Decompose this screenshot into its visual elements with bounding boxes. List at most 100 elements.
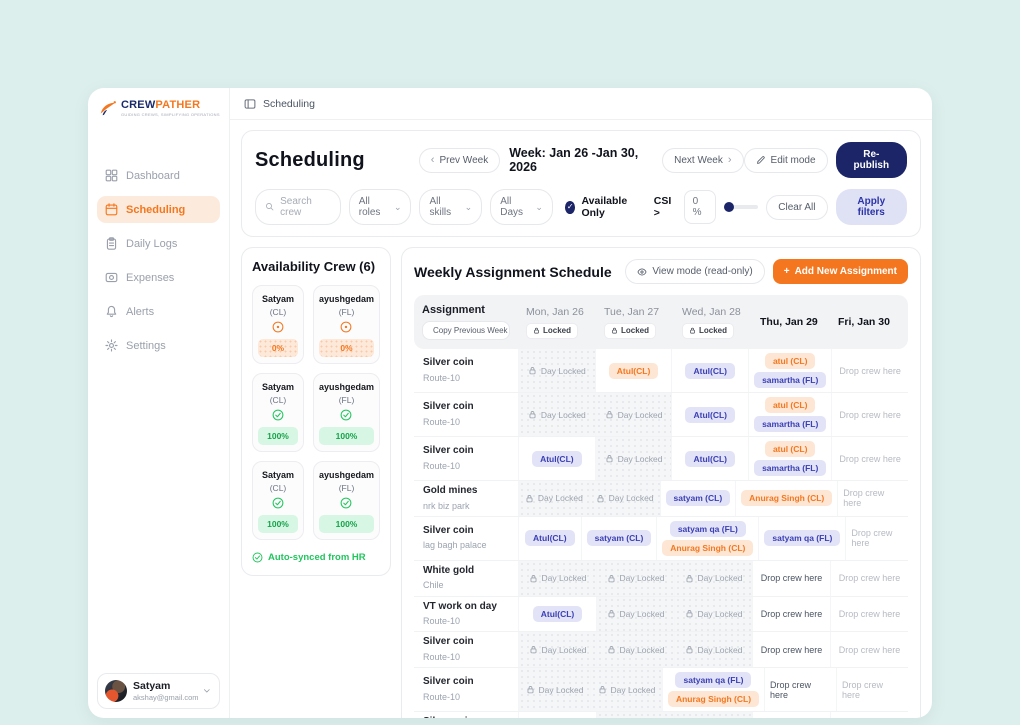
sidebar-item-alerts[interactable]: Alerts	[97, 298, 220, 325]
crew-chip[interactable]: Anurag Singh (CL)	[662, 539, 754, 556]
user-profile-card[interactable]: Satyam akshay@gmail.com	[97, 672, 220, 709]
drop-zone-cell[interactable]: Drop crew here	[837, 481, 908, 516]
crew-role: (FL)	[338, 395, 355, 405]
day-locked-label: Day Locked	[528, 410, 586, 420]
add-new-assignment-button[interactable]: + Add New Assignment	[772, 259, 908, 284]
grid-icon	[105, 169, 118, 182]
sidebar-item-dashboard[interactable]: Dashboard	[97, 162, 220, 189]
breadcrumb: Scheduling	[230, 88, 932, 120]
pending-dot-icon	[272, 321, 284, 333]
day-locked-label: Day Locked	[525, 493, 583, 503]
drop-zone-cell[interactable]: Drop crew here	[830, 596, 908, 632]
assignment-name-cell: Silver coin Route-10	[414, 632, 518, 667]
crew-availability-card[interactable]: ayushgedam (FL) 100%	[312, 373, 380, 452]
prev-week-button[interactable]: ‹ Prev Week	[418, 147, 501, 173]
day-locked-label: Day Locked	[605, 410, 662, 420]
edit-mode-button[interactable]: Edit mode	[743, 147, 828, 173]
drop-zone-label: Drop crew here	[838, 644, 901, 655]
drop-zone-cell[interactable]: Drop crew here	[752, 712, 830, 718]
crew-availability-card[interactable]: ayushgedam (FL) 100%	[312, 461, 380, 540]
available-only-checkbox[interactable]: ✓ Available Only	[564, 195, 640, 219]
crew-chip[interactable]: atul (CL)	[764, 441, 816, 457]
days-select-value: All Days	[500, 196, 524, 218]
drop-zone-cell[interactable]: Drop crew here	[764, 668, 836, 711]
crew-chip[interactable]: Atul(CL)	[525, 530, 575, 547]
day-locked-label: Day Locked	[526, 685, 583, 695]
day-locked-cell: Day Locked	[674, 560, 752, 596]
crew-availability-card[interactable]: ayushgedam (FL) 0%	[312, 285, 380, 364]
assignment-location: lag bagh palace	[423, 540, 487, 551]
schedule-body: Silver coin Route-10 Day Locked Atul(CL) Atu…	[414, 349, 908, 718]
check-circle-icon	[272, 497, 284, 509]
day-locked-cell: Day Locked	[518, 560, 596, 596]
crew-name: ayushgedam	[318, 382, 374, 392]
copy-previous-week-button[interactable]: Copy Previous Week	[422, 321, 510, 340]
days-select[interactable]: All Days ⌄	[490, 189, 553, 225]
sidebar-item-expenses[interactable]: Expenses	[97, 264, 220, 291]
crew-chip[interactable]: satyam qa (FL)	[764, 530, 841, 547]
drop-zone-cell[interactable]: Drop crew here	[831, 393, 908, 436]
drop-zone-cell[interactable]: Drop crew here	[845, 516, 908, 560]
search-input[interactable]: Search crew	[255, 189, 341, 225]
sidebar-item-label: Expenses	[126, 271, 175, 284]
next-week-button[interactable]: Next Week ›	[662, 147, 744, 173]
day-column-header: Tue, Jan 27 Locked	[596, 302, 674, 342]
locked-badge: Locked	[604, 322, 657, 339]
crew-assignment-cell: Atul(CL)	[518, 516, 581, 560]
drop-zone-cell[interactable]: Drop crew here	[831, 437, 908, 480]
sidebar-item-scheduling[interactable]: Scheduling	[97, 196, 220, 223]
drop-zone-cell[interactable]: Drop crew here	[830, 560, 908, 596]
drop-zone-cell[interactable]: Drop crew here	[831, 349, 908, 392]
crew-chip[interactable]: Atul(CL)	[685, 362, 735, 379]
roles-select[interactable]: All roles ⌄	[348, 189, 412, 225]
crew-chip[interactable]: Atul(CL)	[685, 450, 735, 467]
crew-chip[interactable]: samartha (FL)	[754, 416, 827, 432]
sidebar-item-daily-logs[interactable]: Daily Logs	[97, 230, 220, 257]
crew-chip[interactable]: satyam qa (FL)	[669, 520, 746, 537]
drop-zone-cell[interactable]: Drop crew here	[752, 632, 830, 667]
csi-slider[interactable]	[723, 202, 759, 212]
crew-chip[interactable]: satyam qa (FL)	[675, 672, 752, 688]
crew-chip[interactable]: satyam (CL)	[586, 530, 652, 547]
assignment-name: VT work on day	[423, 600, 497, 612]
crew-chip[interactable]: Atul(CL)	[685, 406, 735, 423]
crew-chip[interactable]: Atul(CL)	[532, 605, 583, 622]
skills-select[interactable]: All skills ⌄	[419, 189, 483, 225]
view-mode-button[interactable]: View mode (read-only)	[625, 259, 765, 284]
crew-chip[interactable]: atul (CL)	[764, 397, 816, 413]
crew-availability-card[interactable]: Satyam (CL) 0%	[252, 285, 304, 364]
crew-role: (CL)	[269, 483, 287, 493]
drop-zone-cell[interactable]: Drop crew here	[752, 596, 830, 632]
clear-all-button[interactable]: Clear All	[766, 194, 828, 220]
slider-thumb[interactable]	[723, 202, 734, 212]
crew-assignment-cell: atul (CL) samartha (FL)	[748, 437, 831, 480]
panel-icon[interactable]	[244, 98, 256, 110]
crew-assignment-cell: Atul(CL)	[671, 437, 748, 480]
drop-zone-cell[interactable]: Drop crew here	[830, 632, 908, 667]
drop-zone-cell[interactable]: Drop crew here	[836, 668, 908, 711]
day-locked-cell: Day Locked	[588, 481, 660, 516]
drop-zone-label: Drop crew here	[843, 488, 885, 509]
csi-value-input[interactable]: 0 %	[683, 190, 716, 224]
crew-chip[interactable]: Atul(CL)	[532, 450, 582, 467]
drop-zone-cell[interactable]: Drop crew here	[752, 560, 830, 596]
crew-chip[interactable]: satyam (CL)	[665, 490, 731, 507]
crew-availability-card[interactable]: Satyam (CL) 100%	[252, 461, 304, 540]
assignment-row: White gold Chile Day Locked Day Locked Day L…	[414, 560, 908, 597]
crew-chip[interactable]: atul (CL)	[764, 353, 816, 369]
crew-chip[interactable]: samartha (FL)	[754, 372, 827, 388]
assignment-name-cell: Gold mines nrk biz park	[414, 481, 518, 516]
crew-chip[interactable]: Anurag Singh (CL)	[667, 691, 760, 707]
crew-chip[interactable]: samartha (FL)	[754, 460, 827, 476]
skills-select-value: All skills	[429, 196, 452, 218]
crew-role: (CL)	[269, 307, 287, 317]
assignment-name: White gold	[423, 564, 475, 576]
crew-chip[interactable]: Anurag Singh (CL)	[741, 490, 833, 507]
crew-chip[interactable]: Atul(CL)	[608, 362, 659, 379]
sidebar-item-settings[interactable]: Settings	[97, 332, 220, 359]
republish-button[interactable]: Re-publish	[835, 142, 907, 178]
drop-zone-cell[interactable]: Drop crew here	[830, 712, 908, 718]
breadcrumb-label: Scheduling	[263, 97, 315, 110]
apply-filters-button[interactable]: Apply filters	[835, 189, 907, 225]
crew-availability-card[interactable]: Satyam (CL) 100%	[252, 373, 304, 452]
